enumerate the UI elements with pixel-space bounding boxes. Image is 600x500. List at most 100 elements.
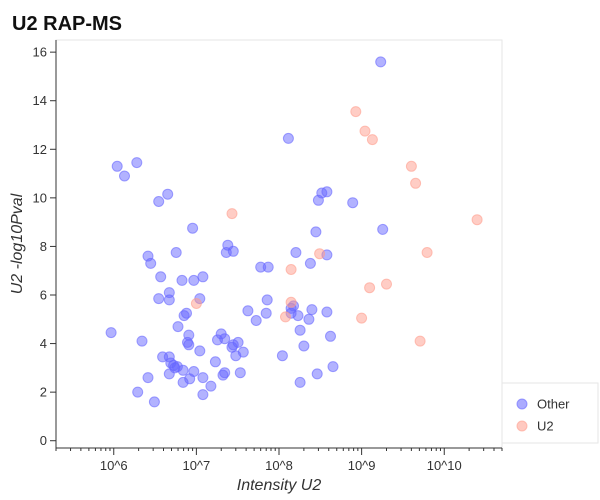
point-other[interactable] — [375, 56, 387, 68]
point-u2[interactable] — [190, 298, 202, 309]
ticks-layer: 0 2 4 6 8 10 12 14 16 10^6 10^7 10^8 10^9 10^10 — [33, 45, 503, 473]
point-u2[interactable] — [405, 160, 417, 172]
point-other[interactable] — [131, 157, 143, 169]
y-tick-label: 14 — [33, 93, 47, 108]
point-other[interactable] — [260, 307, 272, 319]
y-tick-label: 12 — [33, 142, 47, 157]
y-tick-label: 6 — [40, 288, 47, 303]
point-other[interactable] — [162, 188, 174, 200]
point-other[interactable] — [183, 339, 195, 351]
point-other[interactable] — [290, 247, 302, 258]
point-u2[interactable] — [226, 208, 238, 220]
legend: Other U2 — [501, 382, 599, 444]
point-other[interactable] — [176, 274, 188, 286]
point-u2[interactable] — [366, 134, 378, 146]
point-other[interactable] — [262, 261, 274, 273]
point-other[interactable] — [155, 271, 167, 283]
point-other[interactable] — [294, 324, 306, 336]
point-other[interactable] — [111, 160, 123, 172]
point-other[interactable] — [205, 380, 217, 392]
point-other[interactable] — [136, 335, 148, 347]
point-other[interactable] — [232, 336, 244, 348]
point-other[interactable] — [321, 306, 333, 318]
plot-area — [55, 39, 503, 449]
x-tick-label: 10^6 — [100, 458, 128, 473]
point-u2[interactable] — [285, 264, 297, 275]
points-layer — [105, 56, 483, 408]
y-tick-label: 4 — [40, 336, 47, 351]
point-u2[interactable] — [285, 296, 297, 308]
point-other[interactable] — [188, 366, 200, 377]
legend-label-u2[interactable]: U2 — [537, 419, 554, 434]
point-other[interactable] — [188, 274, 200, 286]
point-other[interactable] — [132, 386, 144, 398]
point-u2[interactable] — [350, 106, 362, 118]
point-other[interactable] — [347, 197, 359, 209]
point-other[interactable] — [177, 364, 189, 376]
x-axis-label: Intensity U2 — [237, 477, 322, 494]
point-other[interactable] — [306, 304, 318, 316]
x-tick-label: 10^10 — [427, 458, 462, 473]
point-other[interactable] — [310, 226, 322, 238]
point-other[interactable] — [197, 389, 209, 401]
point-u2[interactable] — [414, 335, 426, 347]
legend-box — [501, 382, 599, 444]
legend-label-other[interactable]: Other — [537, 397, 570, 412]
point-other[interactable] — [219, 333, 231, 345]
point-other[interactable] — [153, 196, 165, 207]
point-other[interactable] — [304, 257, 316, 269]
point-other[interactable] — [298, 340, 310, 352]
point-other[interactable] — [197, 372, 209, 384]
y-tick-label: 16 — [33, 45, 47, 60]
point-other[interactable] — [303, 313, 315, 325]
point-u2[interactable] — [471, 214, 483, 226]
point-other[interactable] — [183, 329, 195, 341]
point-other[interactable] — [219, 367, 231, 379]
x-tick-label: 10^8 — [265, 458, 293, 473]
point-other[interactable] — [209, 356, 221, 368]
point-other[interactable] — [181, 307, 192, 319]
point-u2[interactable] — [364, 282, 376, 294]
point-other[interactable] — [172, 321, 184, 333]
legend-marker-other[interactable] — [516, 398, 528, 410]
point-other[interactable] — [327, 361, 339, 373]
legend-marker-u2[interactable] — [516, 420, 528, 432]
point-other[interactable] — [325, 330, 336, 342]
point-other[interactable] — [234, 367, 246, 379]
point-other[interactable] — [187, 222, 199, 234]
point-other[interactable] — [163, 287, 175, 299]
point-other[interactable] — [261, 294, 273, 306]
point-u2[interactable] — [356, 312, 368, 324]
point-other[interactable] — [321, 186, 333, 198]
point-u2[interactable] — [381, 278, 392, 290]
point-other[interactable] — [145, 257, 157, 269]
point-other[interactable] — [142, 372, 154, 384]
point-other[interactable] — [276, 350, 288, 362]
point-other[interactable] — [194, 345, 206, 357]
point-u2[interactable] — [421, 247, 433, 258]
point-other[interactable] — [170, 247, 182, 258]
point-other[interactable] — [377, 223, 389, 235]
point-u2[interactable] — [314, 248, 326, 260]
point-other[interactable] — [197, 271, 209, 283]
point-other[interactable] — [242, 305, 254, 317]
point-u2[interactable] — [359, 125, 371, 137]
x-tick-label: 10^7 — [182, 458, 210, 473]
point-other[interactable] — [282, 132, 294, 144]
point-u2[interactable] — [280, 311, 291, 323]
y-tick-label: 0 — [40, 433, 47, 448]
point-other[interactable] — [119, 170, 130, 182]
point-other[interactable] — [311, 368, 323, 380]
point-other[interactable] — [105, 327, 117, 339]
point-other[interactable] — [250, 315, 262, 326]
y-tick-label: 2 — [40, 385, 47, 400]
point-other[interactable] — [227, 245, 239, 257]
point-other[interactable] — [294, 376, 306, 388]
point-other[interactable] — [153, 293, 165, 305]
point-other[interactable] — [292, 310, 304, 322]
point-other[interactable] — [237, 346, 249, 358]
point-other[interactable] — [148, 396, 160, 408]
point-u2[interactable] — [410, 177, 422, 189]
